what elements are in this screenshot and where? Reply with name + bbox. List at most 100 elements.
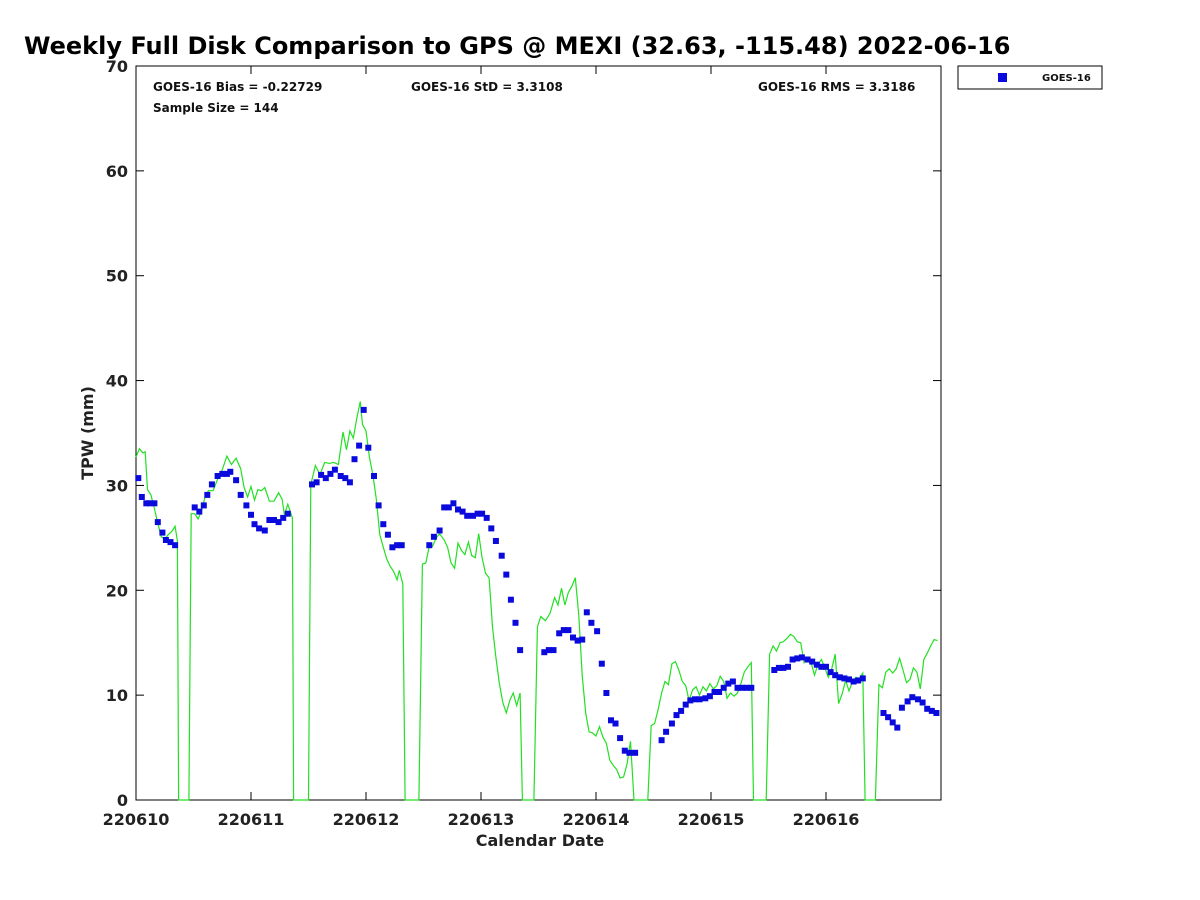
y-tick-label: 60 [106, 162, 128, 181]
data-point-goes16 [574, 637, 581, 644]
data-point-goes16 [823, 663, 829, 670]
data-point-goes16 [256, 525, 263, 532]
data-point-goes16 [503, 571, 510, 578]
data-point-goes16 [780, 664, 787, 671]
series-line-gps [135, 401, 938, 801]
series-goes16 [135, 406, 940, 756]
data-point-goes16 [455, 506, 461, 513]
data-point-goes16 [248, 511, 254, 518]
data-point-goes16 [880, 710, 887, 716]
bias-stat: GOES-16 Bias = -0.22729 [153, 80, 322, 94]
data-point-goes16 [809, 658, 816, 665]
data-point-goes16 [492, 538, 499, 544]
data-point-goes16 [594, 628, 601, 635]
x-tick-label: 220611 [218, 810, 285, 829]
data-point-goes16 [154, 519, 161, 526]
data-point-goes16 [658, 737, 665, 744]
x-tick-label: 220613 [448, 810, 515, 829]
sample-size-stat: Sample Size = 144 [153, 101, 279, 115]
data-point-goes16 [859, 675, 866, 682]
data-point-goes16 [360, 406, 367, 413]
data-point-goes16 [588, 619, 595, 626]
data-point-goes16 [517, 647, 524, 654]
data-point-goes16 [365, 444, 372, 451]
data-point-goes16 [327, 470, 334, 477]
data-point-goes16 [498, 552, 505, 559]
data-point-goes16 [445, 504, 452, 511]
data-point-goes16 [479, 510, 486, 517]
data-point-goes16 [632, 749, 639, 756]
data-point-goes16 [725, 680, 732, 687]
y-tick-label: 30 [106, 476, 128, 495]
data-point-goes16 [560, 627, 567, 634]
data-point-goes16 [813, 661, 820, 668]
data-point-goes16 [915, 696, 921, 703]
y-axis-label: TPW (mm) [78, 386, 97, 480]
data-point-goes16 [331, 466, 338, 473]
data-point-goes16 [794, 655, 801, 662]
x-tick-label: 220616 [793, 810, 860, 829]
x-tick-label: 220615 [678, 810, 745, 829]
y-tick-label: 0 [117, 791, 128, 810]
data-point-goes16 [785, 663, 791, 670]
data-point-goes16 [322, 475, 329, 482]
data-point-goes16 [904, 698, 911, 705]
x-tick-label: 220612 [333, 810, 400, 829]
data-point-goes16 [924, 705, 931, 712]
data-point-goes16 [342, 475, 349, 482]
data-point-goes16 [626, 749, 633, 756]
data-point-goes16 [233, 477, 240, 484]
data-point-goes16 [146, 500, 153, 507]
data-point-goes16 [384, 531, 391, 538]
data-point-goes16 [507, 596, 514, 603]
data-point-goes16 [208, 481, 215, 488]
legend: GOES-16 [957, 65, 1103, 90]
x-axis: 220610 220611 220612 220613 220614 220615 2206… [103, 66, 860, 829]
data-point-goes16 [219, 470, 226, 477]
data-point-goes16 [191, 504, 198, 511]
legend-marker-goes16 [998, 73, 1007, 82]
data-point-goes16 [426, 542, 433, 549]
data-point-goes16 [612, 720, 619, 727]
data-point-goes16 [143, 500, 150, 507]
data-point-goes16 [243, 502, 250, 509]
data-point-goes16 [450, 500, 457, 507]
data-point-goes16 [351, 456, 358, 463]
y-axis: 0 10 20 30 40 50 60 70 [106, 57, 941, 810]
data-point-goes16 [356, 442, 363, 449]
data-point-goes16 [894, 724, 901, 731]
legend-label-goes16: GOES-16 [1042, 73, 1091, 84]
data-point-goes16 [928, 707, 935, 714]
data-point-goes16 [138, 494, 145, 500]
data-point-goes16 [318, 471, 325, 478]
data-point-goes16 [617, 735, 624, 742]
data-point-goes16 [394, 542, 401, 549]
data-point-goes16 [621, 747, 628, 754]
data-point-goes16 [337, 473, 344, 479]
data-point-goes16 [470, 512, 476, 519]
data-point-goes16 [771, 667, 778, 673]
data-point-goes16 [720, 684, 727, 691]
data-point-goes16 [398, 542, 405, 549]
data-point-goes16 [739, 684, 745, 691]
data-point-goes16 [214, 473, 221, 479]
data-point-goes16 [789, 656, 796, 663]
data-point-goes16 [804, 656, 811, 663]
plot-area-frame [135, 65, 942, 801]
y-tick-label: 10 [106, 686, 128, 705]
data-point-goes16 [598, 660, 605, 667]
data-point-goes16 [691, 696, 698, 703]
data-point-goes16 [855, 677, 862, 684]
data-point-goes16 [608, 717, 614, 724]
data-point-goes16 [474, 510, 481, 517]
data-point-goes16 [827, 669, 834, 676]
data-point-goes16 [696, 696, 703, 703]
data-point-goes16 [430, 533, 437, 540]
data-point-goes16 [716, 689, 723, 695]
data-point-goes16 [663, 728, 670, 735]
data-point-goes16 [261, 527, 268, 534]
data-point-goes16 [441, 504, 448, 511]
data-point-goes16 [309, 481, 315, 488]
data-point-goes16 [687, 697, 694, 704]
data-point-goes16 [237, 491, 244, 498]
